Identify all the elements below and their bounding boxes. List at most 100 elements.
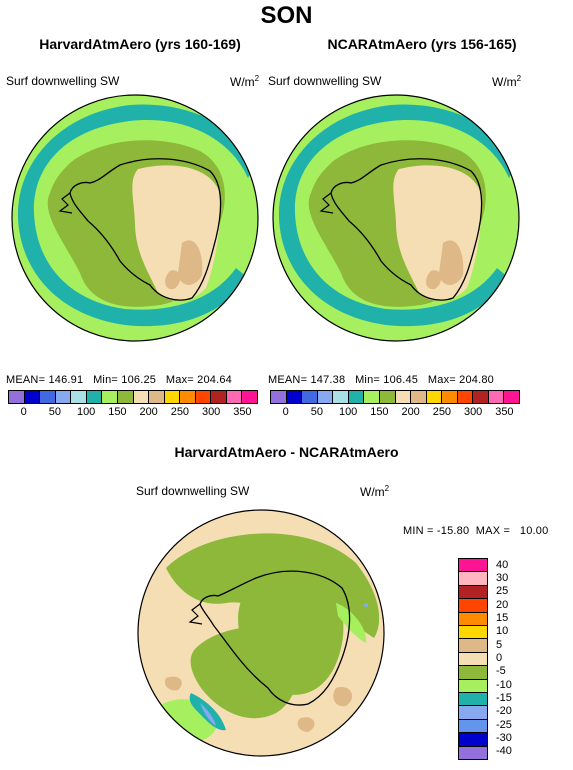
left-stats-line: MEAN= 146.91 Min= 106.25 Max= 204.64 (6, 374, 232, 386)
diff-colorbar-swatch (459, 626, 487, 640)
diff-colorbar-tick-label: -40 (496, 745, 512, 758)
diff-colorbar-tick-label: 25 (496, 585, 509, 598)
right-colorbar-swatch (286, 391, 303, 403)
right-stats-line: MEAN= 147.38 Min= 106.45 Max= 204.80 (268, 374, 494, 386)
diff-colorbar-swatch (459, 706, 487, 720)
right-colorbar-swatch (395, 391, 412, 403)
right-colorbar-swatch (504, 391, 519, 403)
diff-colorbar-swatch (459, 719, 487, 734)
right-colorbar-tick-label: 50 (310, 406, 323, 418)
left-panel-title: HarvardAtmAero (yrs 160-169) (39, 36, 241, 52)
left-colorbar-swatch (86, 391, 103, 403)
right-colorbar-swatch (302, 391, 318, 403)
left-colorbar-swatch (9, 391, 25, 403)
diff-colorbar-tick-label: 5 (496, 638, 503, 651)
diff-colorbar-swatch (459, 639, 487, 653)
right-colorbar-tick-label: 300 (463, 406, 483, 418)
diff-colorbar (458, 558, 488, 760)
right-colorbar-tick-label: 150 (370, 406, 389, 418)
left-unit-label: W/m2 (230, 74, 260, 89)
diff-colorbar-tick-label: 15 (496, 612, 509, 624)
right-colorbar-tick-label: 350 (495, 406, 514, 418)
left-colorbar: 0 50 100 150 200 250 300 350 (8, 390, 258, 418)
diff-colorbar-tick-label: 20 (496, 598, 509, 611)
right-colorbar-swatch (411, 391, 427, 403)
diff-colorbar-tick-label: -5 (496, 665, 506, 678)
right-colorbar-swatch (426, 391, 443, 403)
left-colorbar-tick-label: 0 (20, 406, 27, 418)
diff-colorbar-tick-label: -10 (496, 678, 512, 691)
diff-colorbar-swatches (458, 558, 488, 760)
diff-colorbar-swatch (459, 612, 487, 627)
diff-colorbar-tick-label: 0 (496, 652, 503, 664)
left-colorbar-swatch (133, 391, 150, 403)
right-polar-map (271, 93, 521, 343)
left-variable-label: Surf downwelling SW (6, 74, 120, 88)
right-variable-label: Surf downwelling SW (268, 74, 382, 88)
left-colorbar-swatch (117, 391, 134, 403)
diff-colorbar-swatch (459, 679, 487, 694)
diff-colorbar-swatch (459, 585, 487, 600)
left-colorbar-swatch (226, 391, 243, 403)
left-colorbar-swatch (102, 391, 118, 403)
diff-colorbar-tick-label: 30 (496, 572, 509, 584)
diff-colorbar-tick-label: 40 (496, 558, 509, 571)
right-colorbar-swatch (488, 391, 505, 403)
right-colorbar-swatch (364, 391, 380, 403)
right-colorbar: 0 50 100 150 200 250 300 350 (270, 390, 520, 418)
left-colorbar-swatch (149, 391, 165, 403)
right-colorbar-swatch (348, 391, 365, 403)
right-colorbar-tick-label: 200 (401, 406, 420, 418)
right-colorbar-tick-label: 0 (282, 406, 289, 418)
diff-colorbar-ticks: 40 30 25 20 15 10 5 0 -5 -10 -15 -20 -25 -30 -40 (496, 558, 536, 758)
diff-colorbar-tick-label: -15 (496, 692, 512, 704)
left-polar-map (10, 93, 260, 343)
diff-colorbar-tick-label: -25 (496, 718, 512, 731)
diff-colorbar-tick-label: -30 (496, 732, 512, 744)
left-colorbar-swatch (242, 391, 257, 403)
left-colorbar-swatch (24, 391, 41, 403)
diff-colorbar-swatch (459, 693, 487, 707)
left-colorbar-tick-label: 300 (201, 406, 221, 418)
left-colorbar-swatch (40, 391, 56, 403)
left-colorbar-swatch (180, 391, 196, 403)
diff-colorbar-swatch (459, 733, 487, 747)
left-colorbar-tick-label: 50 (48, 406, 61, 418)
diff-colorbar-tick-label: -20 (496, 705, 512, 718)
left-colorbar-ticks: 0 50 100 150 200 250 300 350 (8, 404, 258, 418)
right-colorbar-swatch (457, 391, 474, 403)
left-colorbar-swatch (55, 391, 72, 403)
diff-colorbar-swatch (459, 652, 487, 667)
left-colorbar-tick-label: 350 (233, 406, 252, 418)
left-colorbar-tick-label: 250 (170, 406, 190, 418)
right-unit-label: W/m2 (492, 74, 522, 89)
right-colorbar-swatch (333, 391, 349, 403)
left-colorbar-tick-label: 200 (139, 406, 158, 418)
diff-minmax-line: MIN = -15.80 MAX = 10.00 (403, 525, 549, 537)
left-colorbar-swatch (71, 391, 87, 403)
diff-colorbar-swatch (459, 572, 487, 586)
diff-polar-map (136, 508, 386, 758)
diff-colorbar-tick-label: 10 (496, 625, 509, 638)
diff-variable-label: Surf downwelling SW (136, 484, 250, 498)
right-colorbar-tick-label: 100 (338, 406, 358, 418)
right-colorbar-swatch (473, 391, 489, 403)
left-colorbar-swatch (211, 391, 227, 403)
diff-colorbar-swatch (459, 666, 487, 680)
diff-unit-label: W/m2 (360, 484, 390, 499)
right-colorbar-tick-label: 250 (432, 406, 452, 418)
right-colorbar-swatches (270, 390, 520, 404)
left-colorbar-swatch (164, 391, 181, 403)
diff-colorbar-swatch (459, 746, 487, 760)
right-panel-title: NCARAtmAero (yrs 156-165) (327, 36, 517, 52)
left-colorbar-tick-label: 100 (76, 406, 96, 418)
left-colorbar-swatch (195, 391, 212, 403)
right-colorbar-swatch (379, 391, 396, 403)
diff-panel-title: HarvardAtmAero - NCARAtmAero (174, 444, 399, 460)
right-colorbar-swatch (271, 391, 287, 403)
diff-colorbar-swatch (459, 559, 487, 573)
left-colorbar-swatches (8, 390, 258, 404)
season-title: SON (260, 2, 313, 29)
left-colorbar-tick-label: 150 (108, 406, 127, 418)
right-colorbar-swatch (317, 391, 334, 403)
